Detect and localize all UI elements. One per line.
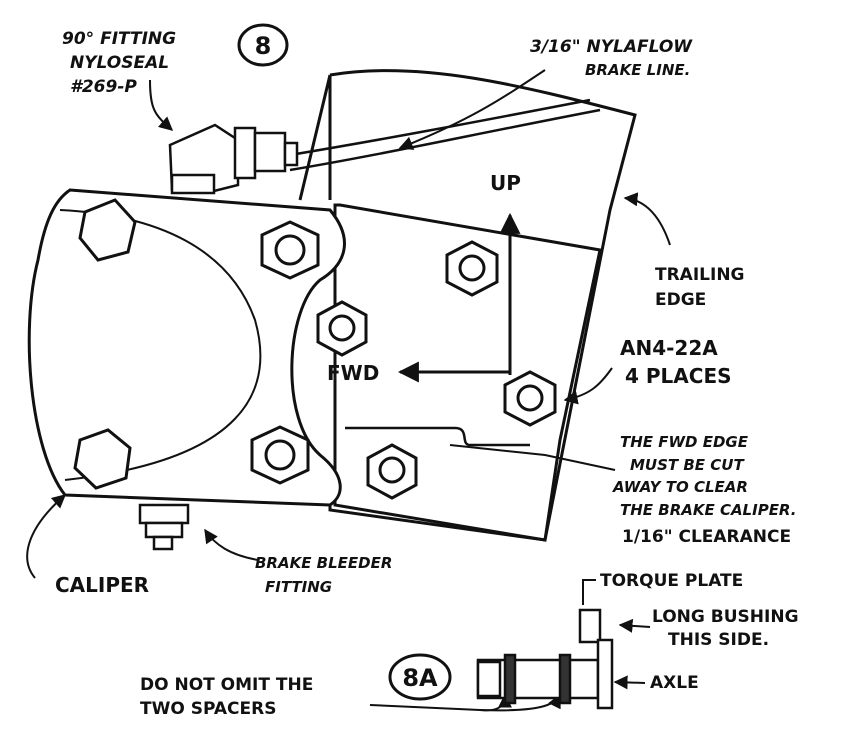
brake-line [289,98,601,172]
note-line-4: THE BRAKE CALIPER. [620,501,796,519]
up-label: UP [490,171,521,195]
bleeder-fitting [138,503,190,551]
leader-lines [26,69,671,712]
note-line-1: THE FWD EDGE [620,433,749,451]
axle-detail [476,608,614,710]
caliper-body [27,188,346,507]
nut-plate-bottom [366,443,418,500]
brake-line-label-2: BRAKE LINE. [585,61,690,79]
note-line-5: 1/16" CLEARANCE [622,527,791,547]
cutaway-notch [345,426,530,447]
spacers-label-2: TWO SPACERS [140,699,276,719]
bushing-label-1: LONG BUSHING [652,607,799,627]
ninety-degree-fitting [168,123,299,195]
figure-number-circle: 8 [237,23,289,67]
torque-plate [333,203,602,542]
fwd-label: FWD [327,361,379,385]
trailing-edge-label-2: EDGE [655,290,706,310]
nut-plate-right [503,370,557,427]
bleeder-label-1: BRAKE BLEEDER [255,554,392,572]
figure-number: 8 [255,32,272,60]
trailing-edge-label-1: TRAILING [655,265,745,285]
brake-line-label-1: 3/16" NYLAFLOW [530,37,693,57]
axle-label: AXLE [650,673,699,693]
note-line-2: MUST BE CUT [630,456,745,474]
spacers-label-1: DO NOT OMIT THE [140,675,313,695]
detail-number: 8A [402,664,438,692]
bolt-label-2: 4 PLACES [625,364,732,388]
fitting-label-3: #269-P [70,77,137,97]
fitting-label-1: 90° FITTING [62,29,176,49]
caliper-bolt-bottom-left [73,428,132,490]
bolt-label-1: AN4-22A [620,336,718,360]
gear-leg [298,69,637,542]
bushing-label-2: THIS SIDE. [668,630,769,650]
nut-plate-top [445,240,499,297]
nut-caliper-top [260,220,320,280]
note-line-3: AWAY TO CLEAR [612,478,748,496]
bleeder-label-2: FITTING [265,578,332,596]
caliper-label: CALIPER [55,573,149,597]
torque-plate-label: TORQUE PLATE [600,571,743,591]
detail-number-circle: 8A [388,653,452,701]
caliper-bolt-top-left [78,198,137,262]
nut-plate-left [316,300,368,357]
nut-caliper-bottom [250,425,310,485]
fitting-label-2: NYLOSEAL [70,53,169,73]
